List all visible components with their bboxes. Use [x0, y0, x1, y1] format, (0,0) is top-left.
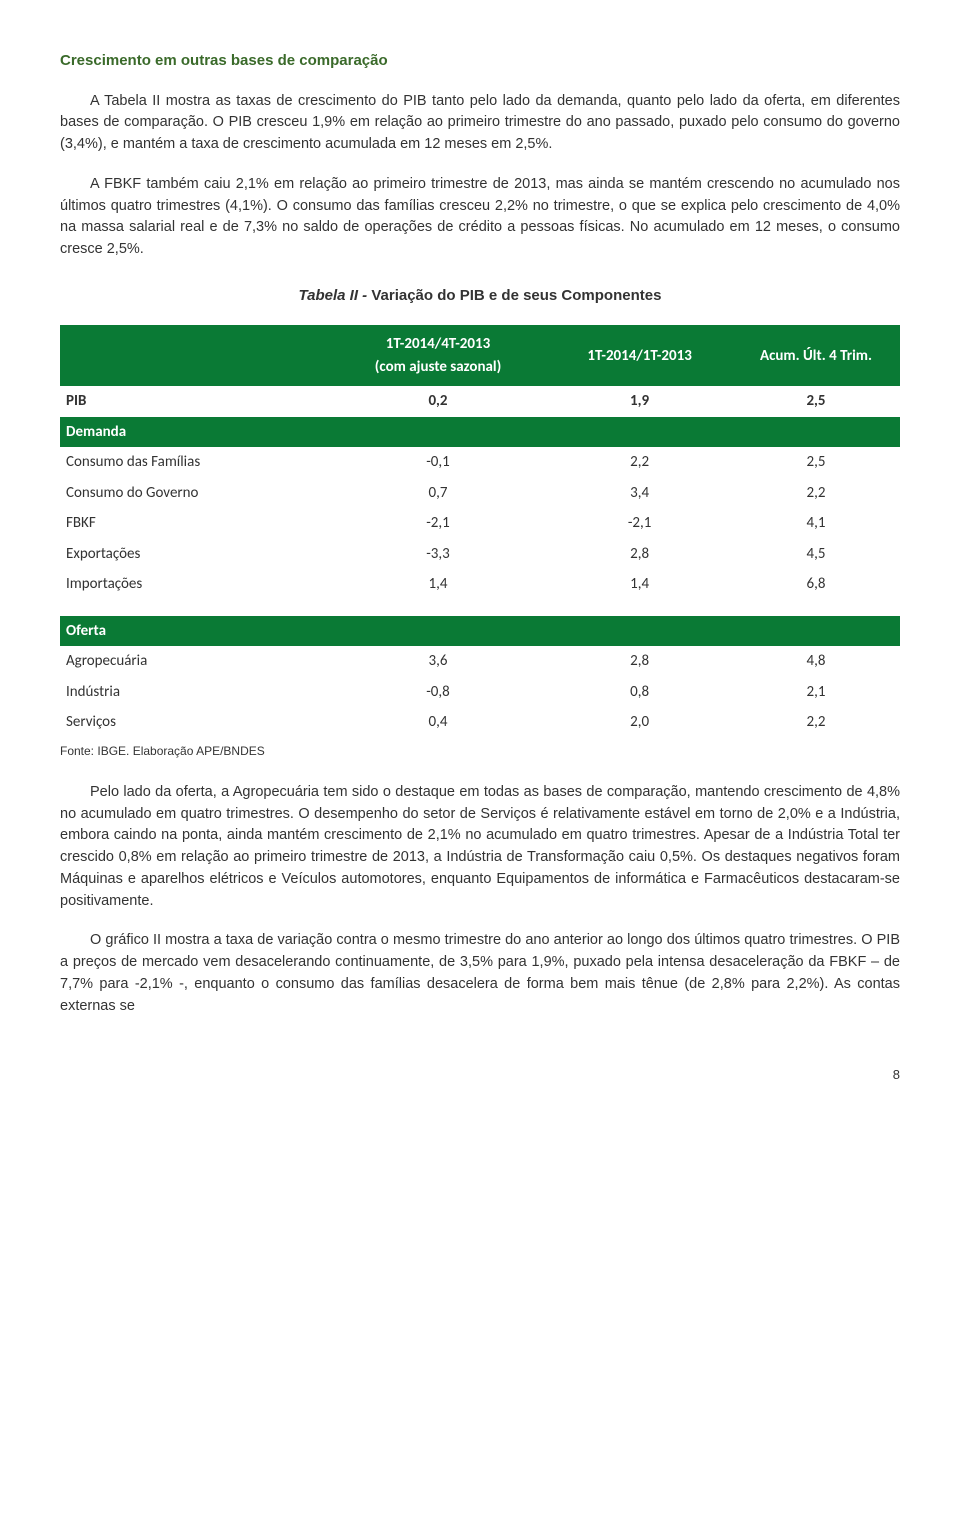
oferta-header: Oferta [60, 616, 900, 647]
pib-c3: 2,5 [732, 386, 900, 417]
th-col2: 1T-2014/1T-2013 [547, 325, 732, 386]
th-col3: Acum. Últ. 4 Trim. [732, 325, 900, 386]
pib-row: PIB 0,2 1,9 2,5 [60, 386, 900, 417]
cell: 4,8 [732, 646, 900, 677]
page-number: 8 [60, 1035, 900, 1085]
row-label: FBKF [60, 508, 329, 539]
row-label: Consumo do Governo [60, 478, 329, 509]
cell: 0,4 [329, 707, 547, 738]
cell: -0,8 [329, 677, 547, 708]
cell: -2,1 [547, 508, 732, 539]
cell: 2,0 [547, 707, 732, 738]
oferta-header-row: Oferta [60, 616, 900, 647]
cell: 0,7 [329, 478, 547, 509]
cell: 3,4 [547, 478, 732, 509]
row-label: Exportações [60, 539, 329, 570]
th-col1: 1T-2014/4T-2013 (com ajuste sazonal) [329, 325, 547, 386]
th-col1-line2: (com ajuste sazonal) [335, 356, 541, 379]
section-heading: Crescimento em outras bases de comparaçã… [60, 50, 900, 73]
demanda-header: Demanda [60, 417, 900, 448]
row-label: Indústria [60, 677, 329, 708]
cell: 6,8 [732, 569, 900, 600]
row-label: Consumo das Famílias [60, 447, 329, 478]
cell: 2,2 [547, 447, 732, 478]
pib-c1: 0,2 [329, 386, 547, 417]
row-label: Importações [60, 569, 329, 600]
table-title: Tabela II - Variação do PIB e de seus Co… [60, 285, 900, 308]
pib-c2: 1,9 [547, 386, 732, 417]
cell: 2,2 [732, 707, 900, 738]
table-row: Importações 1,4 1,4 6,8 [60, 569, 900, 600]
table-row: Serviços 0,4 2,0 2,2 [60, 707, 900, 738]
cell: 2,8 [547, 646, 732, 677]
spacer-row [60, 600, 900, 616]
cell: 3,6 [329, 646, 547, 677]
th-blank [60, 325, 329, 386]
table-row: Consumo do Governo 0,7 3,4 2,2 [60, 478, 900, 509]
cell: 2,1 [732, 677, 900, 708]
table-source: Fonte: IBGE. Elaboração APE/BNDES [60, 742, 900, 760]
cell: 4,1 [732, 508, 900, 539]
row-label: Agropecuária [60, 646, 329, 677]
pib-components-table: 1T-2014/4T-2013 (com ajuste sazonal) 1T-… [60, 325, 900, 738]
cell: 1,4 [329, 569, 547, 600]
cell: 2,5 [732, 447, 900, 478]
table-header-row: 1T-2014/4T-2013 (com ajuste sazonal) 1T-… [60, 325, 900, 386]
pib-label: PIB [60, 386, 329, 417]
cell: -3,3 [329, 539, 547, 570]
paragraph-4: O gráfico II mostra a taxa de variação c… [60, 930, 900, 1017]
cell: 2,2 [732, 478, 900, 509]
table-row: FBKF -2,1 -2,1 4,1 [60, 508, 900, 539]
th-col1-line1: 1T-2014/4T-2013 [335, 333, 541, 356]
table-row: Consumo das Famílias -0,1 2,2 2,5 [60, 447, 900, 478]
paragraph-2: A FBKF também caiu 2,1% em relação ao pr… [60, 174, 900, 261]
cell: 1,4 [547, 569, 732, 600]
table-title-main: Variação do PIB e de seus Componentes [371, 287, 661, 304]
table-row: Indústria -0,8 0,8 2,1 [60, 677, 900, 708]
cell: 4,5 [732, 539, 900, 570]
paragraph-3: Pelo lado da oferta, a Agropecuária tem … [60, 782, 900, 913]
table-row: Exportações -3,3 2,8 4,5 [60, 539, 900, 570]
paragraph-1: A Tabela II mostra as taxas de crescimen… [60, 91, 900, 156]
table-title-prefix: Tabela II - [299, 287, 372, 304]
demanda-header-row: Demanda [60, 417, 900, 448]
cell: -2,1 [329, 508, 547, 539]
table-row: Agropecuária 3,6 2,8 4,8 [60, 646, 900, 677]
cell: -0,1 [329, 447, 547, 478]
cell: 2,8 [547, 539, 732, 570]
cell: 0,8 [547, 677, 732, 708]
row-label: Serviços [60, 707, 329, 738]
